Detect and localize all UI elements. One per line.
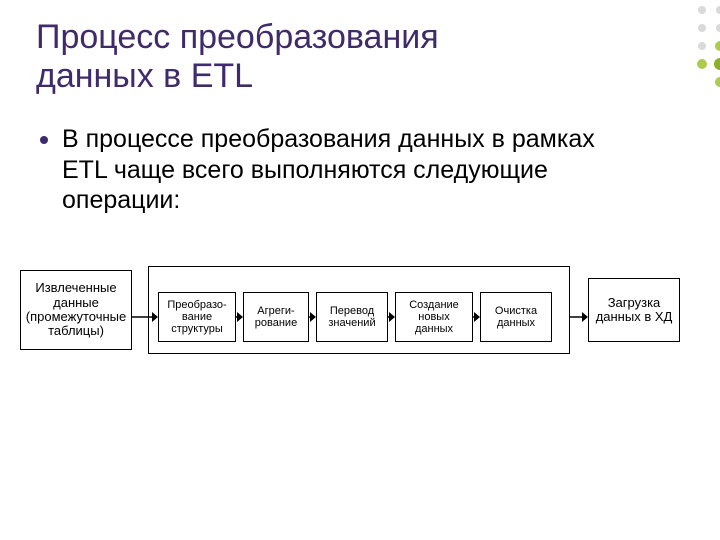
deco-dot — [715, 77, 720, 87]
slide-title: Процесс преобразования данных в ETL — [36, 18, 596, 96]
bullet-text: В процессе преобразования данных в рамка… — [62, 124, 630, 216]
diagram-arrow — [132, 311, 158, 323]
diagram-node: Преобразо- вание структуры — [158, 292, 236, 342]
diagram-node: Извлеченные данные (промежуточные таблиц… — [20, 270, 132, 350]
deco-dot — [698, 42, 706, 50]
bullet-icon — [40, 136, 48, 144]
deco-dot — [714, 58, 720, 70]
diagram-arrow — [570, 311, 588, 323]
deco-dot — [716, 6, 720, 14]
diagram-node: Перевод значений — [316, 292, 388, 342]
diagram-node: Агреги- рование — [243, 292, 309, 342]
deco-dot — [715, 41, 720, 51]
diagram-node: Загрузка данных в ХД — [588, 278, 680, 342]
deco-dot — [716, 24, 720, 32]
etl-flow-diagram: Преобразование данных Извлеченные данные… — [20, 260, 700, 380]
deco-dot — [697, 59, 707, 69]
bullet-item: В процессе преобразования данных в рамка… — [40, 124, 630, 216]
slide: Процесс преобразования данных в ETL В пр… — [0, 0, 720, 540]
deco-dot — [698, 6, 706, 14]
diagram-node: Создание новых данных — [395, 292, 473, 342]
deco-dot — [698, 24, 706, 32]
diagram-node: Очистка данных — [480, 292, 552, 342]
